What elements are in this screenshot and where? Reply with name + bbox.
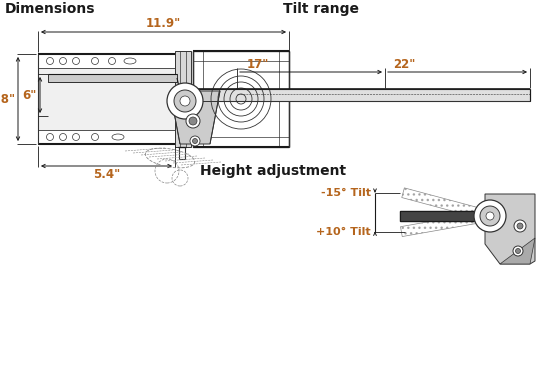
Ellipse shape [124, 58, 136, 64]
Text: 11.9": 11.9" [146, 17, 181, 30]
Circle shape [515, 248, 520, 254]
Circle shape [60, 134, 67, 141]
Circle shape [174, 90, 196, 112]
Ellipse shape [112, 134, 124, 140]
Circle shape [92, 58, 98, 64]
Circle shape [474, 200, 506, 232]
Text: Tilt range: Tilt range [283, 2, 359, 16]
Circle shape [517, 223, 523, 229]
Circle shape [486, 212, 494, 220]
Bar [175, 51, 191, 147]
Text: 22": 22" [393, 58, 416, 71]
Text: 3.8": 3.8" [0, 92, 15, 105]
Text: Height adjustment: Height adjustment [200, 164, 346, 178]
Circle shape [189, 117, 197, 125]
Circle shape [480, 206, 500, 226]
Polygon shape [170, 91, 220, 144]
Polygon shape [400, 211, 490, 221]
Circle shape [514, 220, 526, 232]
Circle shape [109, 58, 116, 64]
Circle shape [180, 96, 190, 106]
Text: 5.4": 5.4" [93, 168, 120, 181]
Text: 6": 6" [22, 89, 37, 101]
Circle shape [513, 246, 523, 256]
Circle shape [167, 83, 203, 119]
Bar [177, 89, 530, 101]
Text: +10° Tilt: +10° Tilt [316, 227, 371, 237]
Circle shape [186, 114, 200, 128]
Text: Dimensions: Dimensions [5, 2, 96, 16]
Circle shape [190, 136, 200, 146]
Circle shape [60, 58, 67, 64]
Text: 17": 17" [247, 58, 269, 71]
Circle shape [193, 138, 198, 144]
Circle shape [46, 58, 54, 64]
Circle shape [73, 134, 80, 141]
Bar [193, 51, 289, 147]
Bar [38, 68, 175, 130]
Polygon shape [485, 194, 535, 264]
Circle shape [46, 134, 54, 141]
Text: -15° Tilt: -15° Tilt [321, 188, 371, 198]
Circle shape [92, 134, 98, 141]
Polygon shape [500, 238, 535, 264]
Bar [48, 74, 177, 82]
Circle shape [73, 58, 80, 64]
